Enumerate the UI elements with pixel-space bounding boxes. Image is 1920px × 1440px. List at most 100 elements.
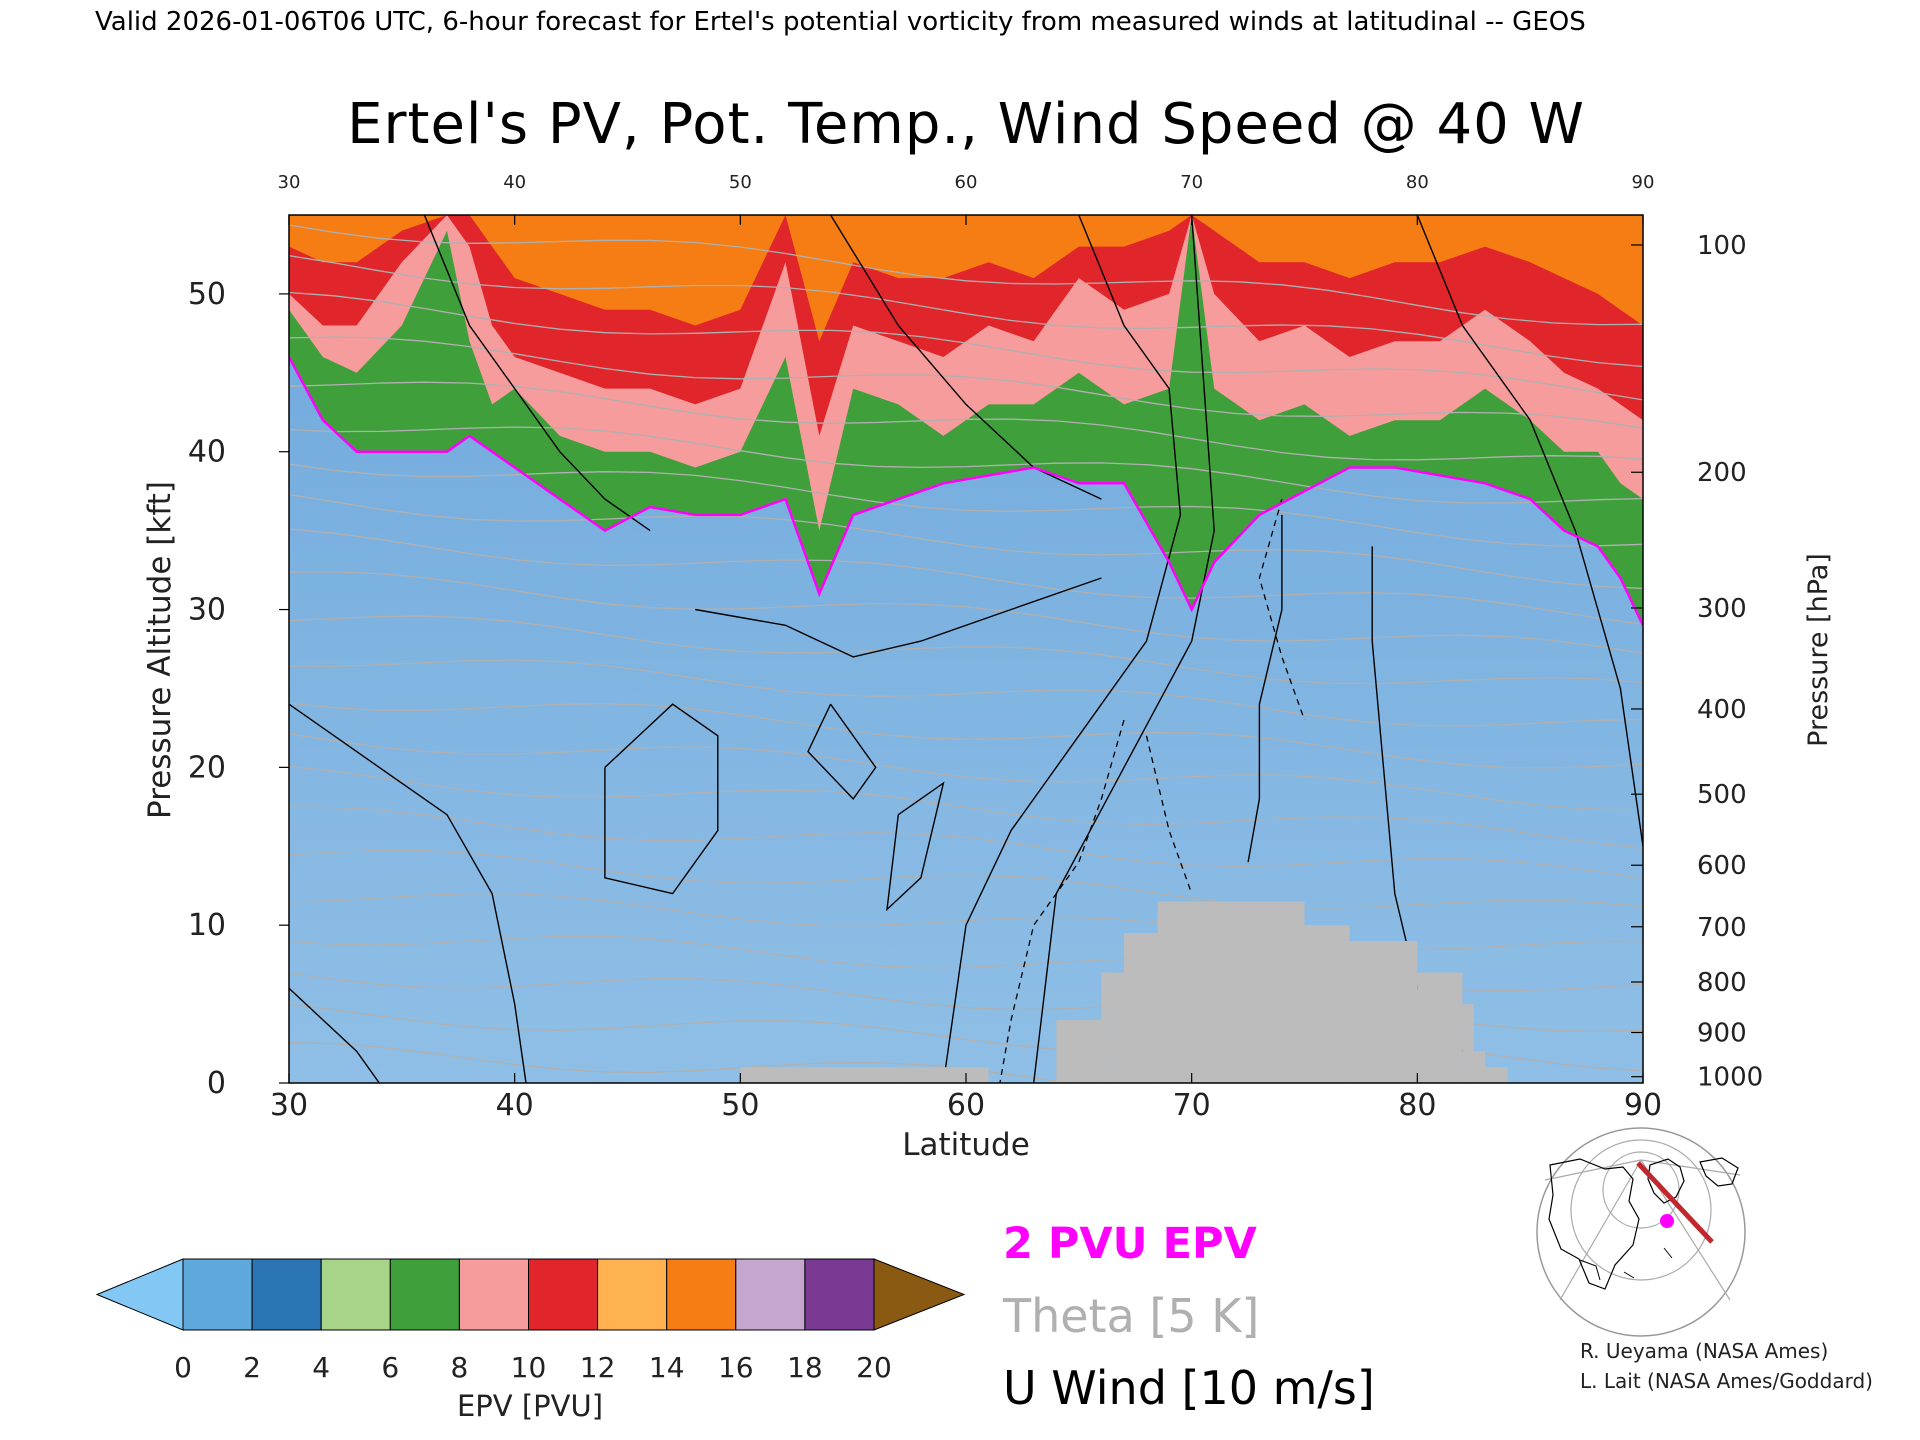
wind-contour-negative: [999, 719, 1125, 1083]
map-meridian-1: [1559, 1159, 1642, 1301]
x-top-tick-label: 80: [1406, 172, 1429, 193]
colorbar-tick-label: 0: [174, 1351, 192, 1384]
colorbar-tick-label: 20: [856, 1351, 892, 1384]
chart-title: Ertel's PV, Pot. Temp., Wind Speed @ 40 …: [347, 92, 1585, 157]
terrain-block: [1101, 972, 1113, 1083]
y-tick-label: 50: [188, 277, 226, 312]
theta-contour: [289, 733, 1643, 811]
colorbar-cell: [251, 1258, 322, 1331]
theta-contour: [289, 381, 1643, 461]
x-tick-label: 70: [1173, 1088, 1211, 1123]
theta-contour: [289, 702, 1643, 769]
wind-contour: [830, 215, 1102, 500]
wind-contour: [1416, 215, 1643, 847]
colorbar-cell: [666, 1258, 737, 1331]
x-top-tick-label: 60: [955, 172, 978, 193]
y-tick-label: 40: [188, 435, 226, 470]
locator-map: [1536, 1127, 1746, 1337]
theta-contour: [289, 336, 1643, 429]
pressure-tick-label: 500: [1697, 780, 1747, 810]
theta-contour: [289, 255, 1643, 368]
terrain-block: [1462, 1004, 1474, 1083]
y-tick-label: 0: [207, 1066, 226, 1101]
map-outer-circle: [1536, 1127, 1746, 1337]
theta-contour: [289, 659, 1643, 727]
y-axis-left: 0 10 20 30 40 50: [188, 277, 289, 1101]
theta-contour: [289, 849, 1643, 909]
x-tick-label: 60: [947, 1088, 985, 1123]
colorbar-over-arrow: [873, 1258, 966, 1331]
colorbar-tick-label: 16: [718, 1351, 754, 1384]
credit-line-2: L. Lait (NASA Ames/Goddard): [1580, 1369, 1873, 1393]
colorbar-tick-label: 12: [580, 1351, 616, 1384]
legend-theta: Theta [5 K]: [1002, 1289, 1259, 1343]
theta-contour: [289, 615, 1643, 685]
map-coastline-islands: [1579, 1247, 1673, 1281]
colorbar-cell: [458, 1258, 529, 1331]
theta-contour: [289, 571, 1643, 654]
terrain-block: [740, 1067, 899, 1083]
colorbar-tick-label: 14: [649, 1351, 685, 1384]
x-top-tick-label: 90: [1632, 172, 1655, 193]
wind-contour: [695, 577, 1102, 658]
map-meridian-3: [1544, 1159, 1642, 1181]
pressure-tick-label: 400: [1697, 695, 1747, 725]
colorbar: 0 2 4 6 8 10 12 14 16 18 20: [95, 1258, 966, 1384]
wind-contour: [807, 703, 877, 800]
terrain-block: [1124, 933, 1158, 1083]
y-axis-left-label: Pressure Altitude [kft]: [142, 481, 178, 819]
map-coastline-north-america: [1548, 1158, 1640, 1290]
terrain-block: [1112, 972, 1124, 1083]
wind-contour: [1247, 514, 1283, 863]
map-mid-circle: [1570, 1139, 1712, 1281]
pv-shading: [289, 215, 1643, 626]
theta-contour: [289, 291, 1643, 401]
x-top-tick-label: 70: [1180, 172, 1203, 193]
map-location-marker: [1660, 1214, 1674, 1228]
colorbar-tick-label: 8: [450, 1351, 468, 1384]
theta-contour: [289, 892, 1643, 951]
credit-line-1: R. Ueyama (NASA Ames): [1580, 1339, 1828, 1363]
x-tick-label: 30: [270, 1088, 308, 1123]
pressure-tick-label: 100: [1697, 231, 1747, 261]
x-top-tick-label: 50: [729, 172, 752, 193]
map-track-line: [1636, 1161, 1714, 1244]
map-coastline-europe: [1699, 1157, 1739, 1187]
terrain-block: [1304, 925, 1350, 1083]
pv-2pvu-line: [289, 356, 1643, 626]
x-tick-label: 40: [496, 1088, 534, 1123]
colorbar-tick-label: 2: [243, 1351, 261, 1384]
wind-contour: [886, 781, 945, 912]
theta-contour: [289, 224, 1643, 326]
x-top-tick-label: 30: [278, 172, 301, 193]
colorbar-cell: [804, 1258, 875, 1331]
colorbar-cell: [320, 1258, 391, 1331]
map-coastline-greenland: [1647, 1158, 1685, 1204]
wind-contour: [942, 215, 1182, 1083]
terrain-block: [898, 1067, 989, 1083]
theta-contour: [289, 806, 1643, 880]
x-axis-top: 30 40 50 60 70 80 90: [278, 172, 1655, 225]
x-tick-label: 90: [1624, 1088, 1662, 1123]
theta-contour: [289, 426, 1643, 504]
terrain-block: [1157, 901, 1305, 1083]
terrain-block: [1473, 1051, 1486, 1083]
colorbar-cell: [735, 1258, 806, 1331]
colorbar-cell: [182, 1258, 253, 1331]
wind-contour: [289, 703, 527, 1083]
colorbar-label: EPV [PVU]: [457, 1389, 603, 1423]
x-axis-bottom: 30 40 50 60 70 80 90: [270, 1073, 1662, 1123]
terrain-mask: [740, 901, 1508, 1083]
valid-line: Valid 2026-01-06T06 UTC, 6-hour forecast…: [95, 7, 1586, 37]
legend-pv: 2 PVU EPV: [1003, 1219, 1257, 1269]
y-axis-right-label: Pressure [hPa]: [1803, 553, 1834, 747]
terrain-block: [1417, 972, 1463, 1083]
x-tick-label: 80: [1398, 1088, 1436, 1123]
x-tick-label: 50: [721, 1088, 759, 1123]
terrain-block: [1485, 1067, 1508, 1083]
wind-contour: [423, 215, 651, 532]
wind-contour: [289, 987, 380, 1083]
colorbar-cell: [389, 1258, 460, 1331]
theta-contour: [289, 765, 1643, 849]
